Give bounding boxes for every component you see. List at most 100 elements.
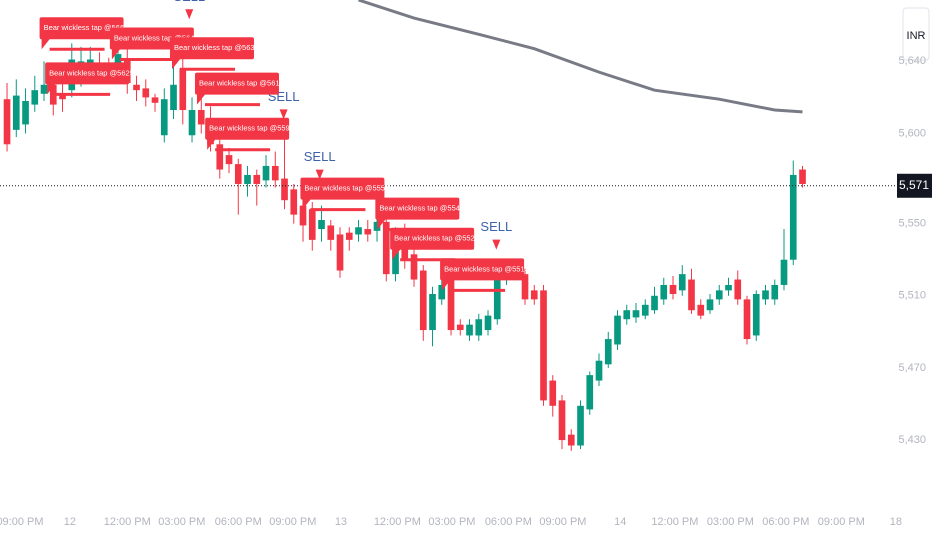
currency-box[interactable] xyxy=(902,7,930,61)
moving-average xyxy=(358,0,803,114)
candle-body xyxy=(456,324,464,331)
annotation-bubble xyxy=(440,258,525,291)
x-tick-label: 09:00 PM xyxy=(0,516,44,528)
candle-body xyxy=(799,169,806,184)
x-tick-label: 09:00 PM xyxy=(818,516,865,528)
candle-body xyxy=(133,84,140,91)
candle-body xyxy=(151,97,159,103)
candle-body xyxy=(3,99,11,145)
candle-body xyxy=(308,209,316,240)
candle-body xyxy=(614,315,621,345)
candle-body xyxy=(345,232,353,240)
y-tick-label: 5,550 xyxy=(898,218,926,230)
candle-body xyxy=(253,174,261,184)
candle-body xyxy=(623,310,631,320)
candle-body xyxy=(373,221,381,231)
last-price-label: 5,571 xyxy=(899,178,929,192)
candle-body xyxy=(762,290,769,300)
annotation-bubble xyxy=(300,177,385,210)
candle-body xyxy=(595,360,603,381)
candle-body xyxy=(715,290,723,300)
annotation-text: Bear wickless tap @5634 xyxy=(174,43,259,52)
annotation-bubble xyxy=(109,27,194,60)
candle-body xyxy=(12,95,20,130)
annotation-text: Bear wickless tap @5541 xyxy=(379,204,464,213)
x-tick-label: 03:00 PM xyxy=(158,516,205,528)
x-tick-label: 06:00 PM xyxy=(215,516,262,528)
candle-body xyxy=(49,84,57,105)
candle-body xyxy=(59,93,66,100)
candle-body xyxy=(438,284,446,300)
candle-body xyxy=(641,304,649,316)
annotation-bubble xyxy=(375,197,460,230)
candle-body xyxy=(355,227,362,235)
candle-body xyxy=(364,229,372,235)
signal-label: SELL xyxy=(173,0,205,4)
sell-marker xyxy=(315,169,324,180)
candle-body xyxy=(336,234,344,271)
candle-body xyxy=(318,220,325,230)
candle-body xyxy=(678,274,686,291)
x-tick-label: 14 xyxy=(614,516,626,528)
y-tick-label: 5,430 xyxy=(898,434,926,446)
annotation-bubble xyxy=(170,37,254,70)
annotation-text: Bear wickless tap @5616 xyxy=(199,79,284,88)
candle-body xyxy=(410,254,418,280)
candle-body xyxy=(771,284,779,300)
annotation-text: Bear wickless tap @5513 xyxy=(444,264,529,273)
candle-body xyxy=(780,259,788,285)
candle-body xyxy=(262,165,270,181)
candle-body xyxy=(244,174,251,184)
candle-body xyxy=(530,290,538,300)
candle-body xyxy=(225,155,233,165)
candle-body xyxy=(725,284,732,291)
candle-body xyxy=(789,174,797,260)
candle-body xyxy=(299,205,307,226)
y-tick-label: 5,470 xyxy=(898,362,926,374)
candle-body xyxy=(558,400,566,441)
candle-body xyxy=(632,310,640,318)
annotation-bubble xyxy=(205,117,290,150)
annotation-bubble xyxy=(39,17,124,50)
candle-body xyxy=(567,434,575,446)
candle-body xyxy=(688,279,695,311)
candle-body xyxy=(188,110,196,136)
candle-body xyxy=(22,101,29,125)
candle-body xyxy=(651,295,658,311)
candle-body xyxy=(752,293,760,336)
x-tick-label: 06:00 PM xyxy=(485,516,532,528)
candle-body xyxy=(281,178,288,201)
x-tick-label: 18 xyxy=(890,516,902,528)
candle-body xyxy=(577,405,584,446)
candle-body xyxy=(327,225,335,240)
sell-marker xyxy=(492,239,501,250)
currency: INR xyxy=(907,30,926,42)
candle-body xyxy=(734,279,742,300)
last-price-box xyxy=(897,173,932,198)
candle-body xyxy=(466,324,473,336)
y-tick-label: 5,600 xyxy=(898,127,926,139)
candle-body xyxy=(170,84,177,111)
x-tick-label: 03:00 PM xyxy=(707,516,754,528)
candle-body xyxy=(179,68,187,111)
sell-marker xyxy=(279,109,288,120)
annotation-text: Bear wickless tap @5664 xyxy=(44,23,129,32)
x-tick-label: 09:00 PM xyxy=(269,516,316,528)
x-tick-label: 13 xyxy=(335,516,347,528)
x-tick-label: 12:00 PM xyxy=(104,516,151,528)
candle-body xyxy=(447,279,455,331)
annotation-bubble xyxy=(45,62,130,95)
candle-body xyxy=(484,315,492,331)
candle-body xyxy=(669,284,677,294)
candle-body xyxy=(660,284,668,300)
candle-body xyxy=(493,270,501,320)
x-tick-label: 03:00 PM xyxy=(428,516,475,528)
candle-body xyxy=(540,290,547,401)
candle-body xyxy=(234,164,242,184)
signal-label: SELL xyxy=(480,219,512,234)
candle-body xyxy=(743,299,751,340)
candle-body xyxy=(706,299,714,311)
x-tick-label: 12:00 PM xyxy=(651,516,698,528)
candle-body xyxy=(40,84,48,94)
